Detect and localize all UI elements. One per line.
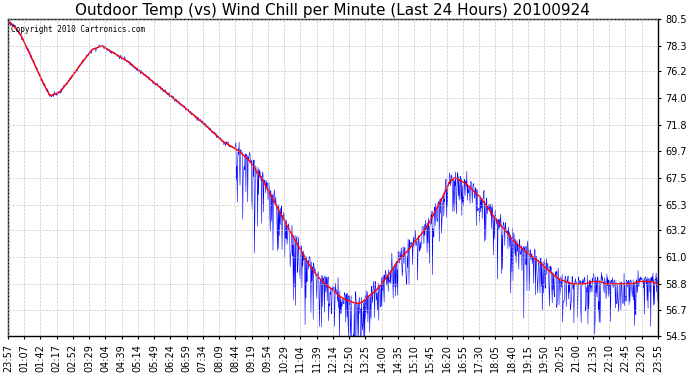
Text: Copyright 2010 Cartronics.com: Copyright 2010 Cartronics.com (11, 25, 145, 34)
Title: Outdoor Temp (vs) Wind Chill per Minute (Last 24 Hours) 20100924: Outdoor Temp (vs) Wind Chill per Minute … (75, 3, 591, 18)
